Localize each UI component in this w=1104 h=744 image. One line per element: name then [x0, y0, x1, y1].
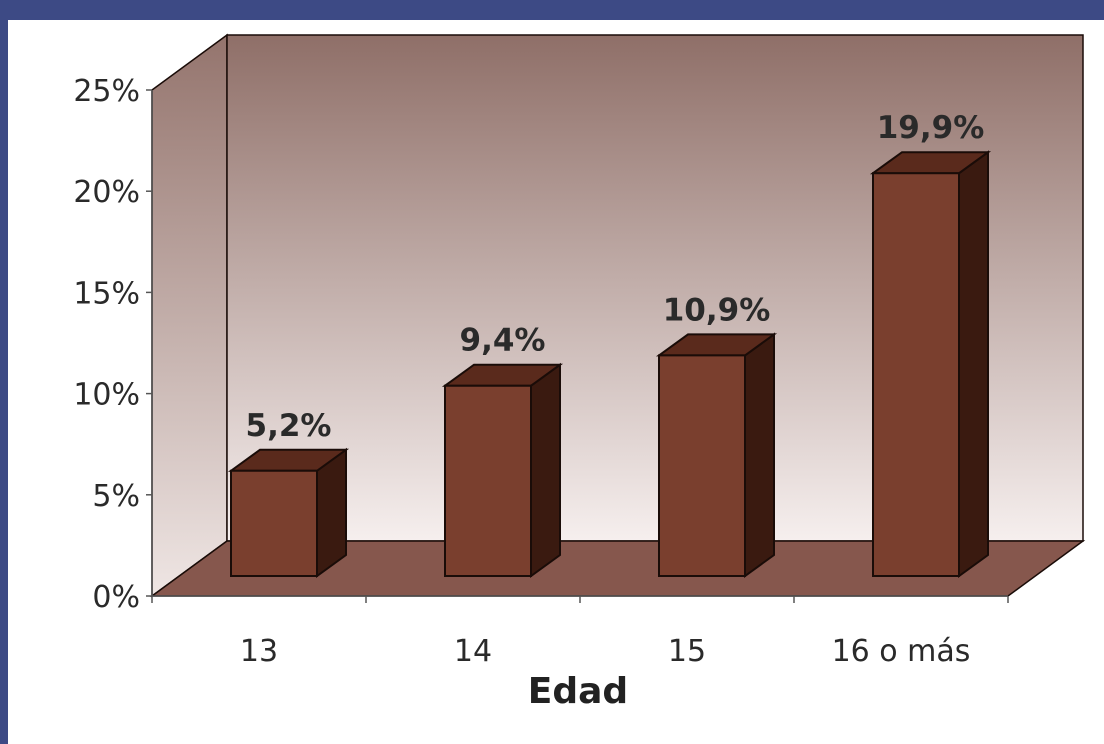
data-label: 5,2% [246, 408, 332, 444]
x-axis-title: Edad [528, 671, 628, 712]
bar-front [872, 172, 960, 577]
y-tick-label: 15% [73, 276, 140, 311]
bar [441, 362, 564, 578]
data-label: 19,9% [877, 110, 985, 146]
y-tick-label: 5% [92, 479, 140, 514]
x-tick-label: 13 [240, 634, 278, 669]
bar-side [530, 362, 561, 578]
chart-axes: 0% 5% 10% 15% 20% 25% [73, 74, 1009, 615]
y-tick-label: 25% [73, 74, 140, 109]
bar [227, 447, 350, 578]
side-wall [151, 33, 228, 598]
y-tick-label: 0% [92, 580, 140, 615]
bar-front [658, 354, 746, 577]
bar-front [444, 384, 532, 577]
x-tick-label: 16 o más [832, 634, 971, 669]
data-label: 10,9% [663, 292, 771, 328]
bar [869, 150, 992, 578]
data-label: 9,4% [460, 323, 546, 359]
chart-bars [227, 150, 992, 578]
y-tick-label: 20% [73, 175, 140, 210]
y-tick-label: 10% [73, 378, 140, 413]
bar-side [958, 150, 989, 578]
bar-front [230, 469, 318, 578]
bar [655, 332, 778, 578]
chart-labels: 5,2% 13 9,4% 14 10,9% 15 19,9% 16 o más [240, 110, 984, 669]
x-tick-label: 14 [454, 634, 492, 669]
bar-side [744, 332, 775, 578]
x-tick-label: 15 [668, 634, 706, 669]
